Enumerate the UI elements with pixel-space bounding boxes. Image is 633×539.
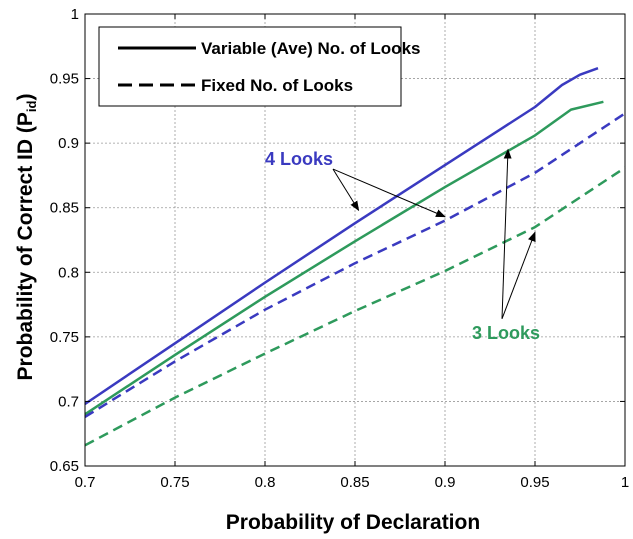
y-tick-label: 1: [71, 6, 79, 23]
legend: Variable (Ave) No. of Looks Fixed No. of…: [98, 26, 420, 107]
y-tick-label: 0.95: [50, 71, 79, 88]
x-tick-label: 0.75: [160, 474, 189, 491]
annotations: 4 Looks 3 Looks: [265, 148, 540, 343]
series-line-2-dashed: [84, 112, 626, 418]
y-tick-label: 0.8: [58, 264, 79, 281]
series-lines: [84, 67, 626, 447]
x-tick-label: 0.85: [340, 474, 369, 491]
annotation-arrow: [332, 168, 360, 212]
tick-labels: 0.7 0.75 0.8 0.85 0.9 0.95 10.650.70.750.80.85…: [50, 6, 629, 491]
y-tick-label: 0.9: [58, 135, 79, 152]
x-tick-label: 0.7: [75, 474, 96, 491]
legend-box: [98, 26, 402, 107]
y-tick-label: 0.7: [58, 393, 79, 410]
y-axis-label-subscript: id: [24, 100, 39, 112]
x-tick-label: 1: [621, 474, 629, 491]
y-tick-label: 0.65: [50, 458, 79, 475]
x-tick-label: 0.8: [255, 474, 276, 491]
annotation-label: 4 Looks: [265, 149, 333, 169]
series-line-0-solid: [84, 67, 599, 406]
y-axis-label: Probability of Correct ID (Pid): [14, 94, 39, 381]
y-axis-label-main: Probability of Correct ID (P: [14, 112, 37, 380]
series-line-3-dashed: [84, 166, 626, 447]
x-axis-label: Probability of Declaration: [226, 511, 480, 534]
plot-frame: [84, 13, 626, 467]
y-tick-label: 0.85: [50, 200, 79, 217]
x-tick-label: 0.9: [435, 474, 456, 491]
axes: [84, 13, 626, 467]
annotation-label: 3 Looks: [472, 323, 540, 343]
annotation-arrow: [501, 148, 512, 319]
series-line-1-solid: [84, 100, 604, 416]
y-tick-label: 0.75: [50, 329, 79, 346]
legend-label-variable: Variable (Ave) No. of Looks: [201, 39, 420, 58]
legend-label-fixed: Fixed No. of Looks: [201, 76, 353, 95]
x-tick-label: 0.95: [520, 474, 549, 491]
annotation-arrow: [332, 168, 446, 218]
y-axis-label-end: ): [14, 94, 37, 101]
annotation-arrow: [501, 231, 536, 319]
